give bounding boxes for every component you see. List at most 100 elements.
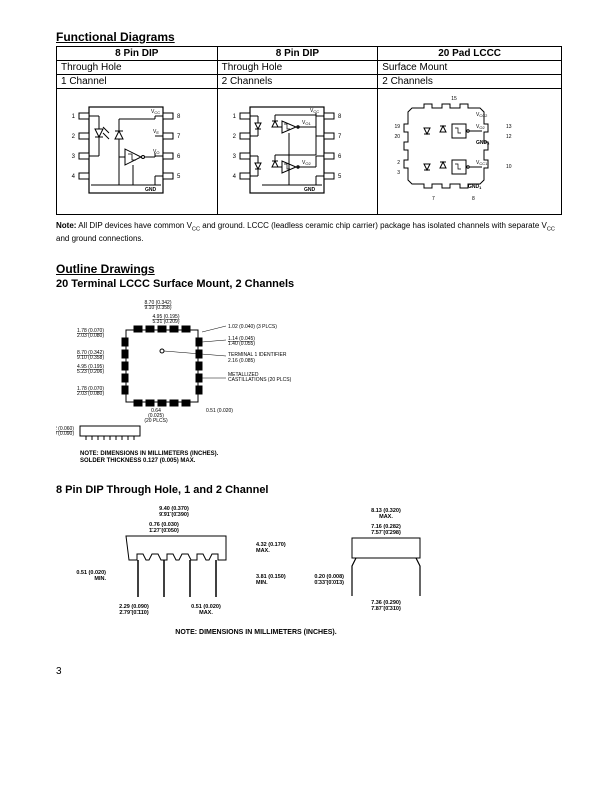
dim: 0.51 (0.020)MIN.	[76, 570, 106, 582]
cell: 1 Channel	[57, 75, 218, 89]
svg-text:2: 2	[72, 134, 76, 140]
svg-text:3: 3	[397, 170, 400, 176]
svg-text:GND2: GND2	[476, 140, 490, 146]
svg-text:VO2: VO2	[302, 160, 311, 166]
cell: 2 Channels	[217, 75, 378, 89]
lccc-outline-svg: 8.70 (0.342)9.10 (0.358) 4.95 (0.195)5.3…	[56, 296, 356, 446]
svg-text:GND1: GND1	[468, 184, 482, 190]
schematic-8pin-1ch: 1 2 3 4 8 7 6 5	[61, 95, 191, 205]
diagram-row: 1 2 3 4 8 7 6 5	[57, 89, 562, 215]
svg-text:VO2: VO2	[476, 124, 485, 130]
svg-text:13: 13	[506, 124, 512, 130]
svg-text:VCC: VCC	[310, 108, 319, 114]
page-number: 3	[56, 666, 562, 677]
svg-text:VE: VE	[153, 129, 159, 135]
functional-table: 8 Pin DIP 8 Pin DIP 20 Pad LCCC Through …	[56, 46, 562, 215]
dim: 1.02 (0.040) (3 PLCS)	[228, 324, 277, 330]
note-part3: and ground connections.	[56, 234, 144, 243]
schematic-lccc-20: 15 19 20 2 3 13 12 10 7 8 VCC2 VO2 GND2 V…	[382, 90, 532, 210]
svg-text:7: 7	[338, 134, 342, 140]
svg-text:10: 10	[506, 164, 512, 170]
table-header-row: 8 Pin DIP 8 Pin DIP 20 Pad LCCC	[57, 47, 562, 61]
note-line: NOTE: DIMENSIONS IN MILLIMETERS (INCHES)…	[80, 451, 218, 457]
sub-cc: CC	[192, 227, 200, 233]
svg-text:3: 3	[232, 154, 236, 160]
svg-text:4: 4	[232, 174, 236, 180]
diagram-cell-2ch-dip: 1 2 3 4 8 7 6 5	[217, 89, 378, 215]
dim: 0.51 (0.020)MAX.	[191, 604, 221, 616]
svg-text:1: 1	[72, 114, 76, 120]
svg-text:7: 7	[177, 134, 181, 140]
cell: Through Hole	[57, 61, 218, 75]
dim: 3.81 (0.150)MIN.	[256, 574, 286, 586]
svg-text:4: 4	[72, 174, 76, 180]
dim: 0.20 (0.008)0.33 (0.013)	[314, 574, 344, 586]
svg-text:19: 19	[395, 124, 401, 130]
dim: 7.16 (0.282)7.57 (0.298)	[371, 524, 401, 536]
dim: 0.64(0.025)(20 PLCS)	[144, 408, 168, 424]
dip-drawing: 9.40 (0.370)9.91 (0.390) 0.76 (0.030)1.2…	[56, 502, 562, 636]
lccc-subheading: 20 Terminal LCCC Surface Mount, 2 Channe…	[56, 278, 562, 290]
dim: 8.13 (0.320)MAX.	[371, 508, 401, 520]
page-root: Functional Diagrams 8 Pin DIP 8 Pin DIP …	[0, 0, 612, 697]
dim: 1.14 (0.045)1.40 (0.055)	[228, 336, 255, 347]
table-row: 1 Channel 2 Channels 2 Channels	[57, 75, 562, 89]
svg-text:5: 5	[338, 174, 342, 180]
svg-text:15: 15	[451, 96, 457, 102]
dim: 0.51 (0.020)	[206, 408, 233, 414]
svg-text:VCC2: VCC2	[476, 112, 488, 118]
svg-text:8: 8	[472, 196, 475, 202]
svg-text:6: 6	[338, 154, 342, 160]
outline-drawings-heading: Outline Drawings	[56, 262, 562, 276]
note-part1: All DIP devices have common V	[76, 221, 191, 230]
svg-text:5: 5	[177, 174, 181, 180]
svg-text:12: 12	[506, 134, 512, 140]
note-line: SOLDER THICKNESS 0.127 (0.005) MAX.	[80, 458, 195, 464]
dip-dim-note: NOTE: DIMENSIONS IN MILLIMETERS (INCHES)…	[56, 629, 456, 636]
dim: 1.78 (0.070)2.03 (0.080)	[77, 386, 104, 397]
dim: 9.40 (0.370)9.91 (0.390)	[159, 506, 189, 518]
cell: 2 Channels	[378, 75, 562, 89]
functional-diagrams-heading: Functional Diagrams	[56, 30, 562, 44]
svg-text:20: 20	[395, 134, 401, 140]
lccc-drawing: 8.70 (0.342)9.10 (0.358) 4.95 (0.195)5.3…	[56, 296, 562, 465]
col-header: 8 Pin DIP	[217, 47, 378, 61]
dim: 1.78 (0.070)2.03 (0.080)	[77, 328, 104, 339]
svg-text:3: 3	[72, 154, 76, 160]
cell: Surface Mount	[378, 61, 562, 75]
dim: 4.95 (0.195)5.31 (0.209)	[153, 314, 180, 325]
col-header: 8 Pin DIP	[57, 47, 218, 61]
svg-text:2: 2	[232, 134, 236, 140]
diagram-cell-lccc: 15 19 20 2 3 13 12 10 7 8 VCC2 VO2 GND2 V…	[378, 89, 562, 215]
table-row: Through Hole Through Hole Surface Mount	[57, 61, 562, 75]
dim: 8.70 (0.342)9.10 (0.358)	[77, 350, 104, 361]
svg-text:VO1: VO1	[302, 120, 311, 126]
dim: 2.16 (0.085)	[228, 358, 255, 364]
dim: 8.70 (0.342)9.10 (0.358)	[145, 300, 172, 311]
cell: Through Hole	[217, 61, 378, 75]
svg-text:VCC: VCC	[151, 109, 160, 115]
dim: 2.29 (0.090)2.79 (0.110)	[119, 604, 149, 616]
dim: 7.36 (0.290)7.87 (0.310)	[371, 600, 401, 612]
dim: 4.95 (0.195)5.23 (0.206)	[77, 364, 104, 375]
col-header: 20 Pad LCCC	[378, 47, 562, 61]
lccc-dim-note: NOTE: DIMENSIONS IN MILLIMETERS (INCHES)…	[80, 451, 562, 465]
svg-text:GND: GND	[304, 187, 316, 193]
sub-cc: CC	[547, 227, 555, 233]
svg-text:2: 2	[397, 160, 400, 166]
svg-text:GND: GND	[145, 187, 157, 193]
svg-text:VO: VO	[153, 149, 159, 155]
svg-text:VCC1: VCC1	[476, 160, 488, 166]
dim: 1.52 (0.060)2.29 (0.090)	[56, 426, 74, 437]
svg-text:8: 8	[338, 114, 342, 120]
note-part2: and ground. LCCC (leadless ceramic chip …	[200, 221, 547, 230]
note-text: Note: All DIP devices have common VCC an…	[56, 221, 562, 244]
svg-text:7: 7	[432, 196, 435, 202]
dim: 4.32 (0.170)MAX.	[256, 542, 286, 554]
dip-outline-svg: 9.40 (0.370)9.91 (0.390) 0.76 (0.030)1.2…	[56, 502, 496, 622]
svg-text:6: 6	[177, 154, 181, 160]
dim: 0.76 (0.030)1.27 (0.050)	[149, 522, 179, 534]
svg-text:8: 8	[177, 114, 181, 120]
dip-subheading: 8 Pin DIP Through Hole, 1 and 2 Channel	[56, 484, 562, 496]
schematic-8pin-2ch: 1 2 3 4 8 7 6 5	[222, 95, 352, 205]
